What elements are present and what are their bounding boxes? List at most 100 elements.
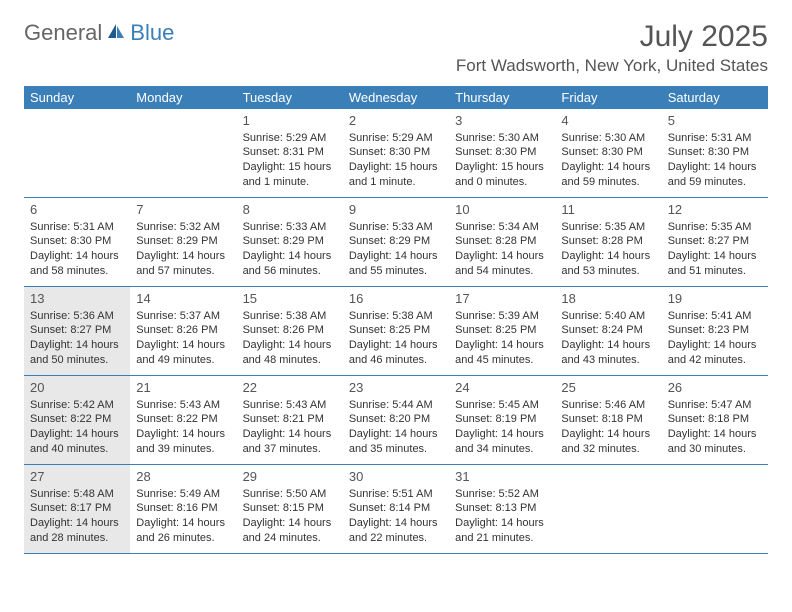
calendar-cell: 9Sunrise: 5:33 AMSunset: 8:29 PMDaylight… bbox=[343, 198, 449, 286]
daylight-text: Daylight: 14 hours and 22 minutes. bbox=[349, 516, 443, 546]
sunset-text: Sunset: 8:25 PM bbox=[455, 323, 549, 338]
day-number: 15 bbox=[243, 290, 337, 308]
sunset-text: Sunset: 8:21 PM bbox=[243, 412, 337, 427]
daylight-text: Daylight: 14 hours and 48 minutes. bbox=[243, 338, 337, 368]
calendar-cell: 20Sunrise: 5:42 AMSunset: 8:22 PMDayligh… bbox=[24, 376, 130, 464]
day-number: 13 bbox=[30, 290, 124, 308]
sunset-text: Sunset: 8:15 PM bbox=[243, 501, 337, 516]
logo-text-blue: Blue bbox=[130, 20, 174, 46]
day-number: 8 bbox=[243, 201, 337, 219]
daylight-text: Daylight: 14 hours and 24 minutes. bbox=[243, 516, 337, 546]
sunset-text: Sunset: 8:16 PM bbox=[136, 501, 230, 516]
calendar-cell: 3Sunrise: 5:30 AMSunset: 8:30 PMDaylight… bbox=[449, 109, 555, 197]
day-number: 29 bbox=[243, 468, 337, 486]
sunset-text: Sunset: 8:26 PM bbox=[136, 323, 230, 338]
daylight-text: Daylight: 15 hours and 0 minutes. bbox=[455, 160, 549, 190]
calendar-cell bbox=[24, 109, 130, 197]
calendar-cell bbox=[555, 465, 661, 553]
sunrise-text: Sunrise: 5:32 AM bbox=[136, 220, 230, 235]
sunset-text: Sunset: 8:18 PM bbox=[668, 412, 762, 427]
sunset-text: Sunset: 8:13 PM bbox=[455, 501, 549, 516]
calendar-cell: 17Sunrise: 5:39 AMSunset: 8:25 PMDayligh… bbox=[449, 287, 555, 375]
sunrise-text: Sunrise: 5:36 AM bbox=[30, 309, 124, 324]
sunrise-text: Sunrise: 5:31 AM bbox=[668, 131, 762, 146]
calendar-cell: 31Sunrise: 5:52 AMSunset: 8:13 PMDayligh… bbox=[449, 465, 555, 553]
sunrise-text: Sunrise: 5:50 AM bbox=[243, 487, 337, 502]
sunrise-text: Sunrise: 5:40 AM bbox=[561, 309, 655, 324]
day-number: 24 bbox=[455, 379, 549, 397]
sunrise-text: Sunrise: 5:47 AM bbox=[668, 398, 762, 413]
day-number: 28 bbox=[136, 468, 230, 486]
day-header: Monday bbox=[130, 86, 236, 109]
sunset-text: Sunset: 8:30 PM bbox=[455, 145, 549, 160]
daylight-text: Daylight: 14 hours and 57 minutes. bbox=[136, 249, 230, 279]
sunset-text: Sunset: 8:29 PM bbox=[349, 234, 443, 249]
day-headers-row: SundayMondayTuesdayWednesdayThursdayFrid… bbox=[24, 86, 768, 109]
sunset-text: Sunset: 8:26 PM bbox=[243, 323, 337, 338]
month-title: July 2025 bbox=[456, 20, 768, 54]
sunset-text: Sunset: 8:29 PM bbox=[243, 234, 337, 249]
sunset-text: Sunset: 8:28 PM bbox=[561, 234, 655, 249]
day-number: 22 bbox=[243, 379, 337, 397]
day-number: 30 bbox=[349, 468, 443, 486]
sunset-text: Sunset: 8:30 PM bbox=[561, 145, 655, 160]
sunset-text: Sunset: 8:25 PM bbox=[349, 323, 443, 338]
day-header: Friday bbox=[555, 86, 661, 109]
sunrise-text: Sunrise: 5:30 AM bbox=[561, 131, 655, 146]
daylight-text: Daylight: 14 hours and 45 minutes. bbox=[455, 338, 549, 368]
calendar-cell: 22Sunrise: 5:43 AMSunset: 8:21 PMDayligh… bbox=[237, 376, 343, 464]
day-number: 31 bbox=[455, 468, 549, 486]
daylight-text: Daylight: 14 hours and 26 minutes. bbox=[136, 516, 230, 546]
day-number: 2 bbox=[349, 112, 443, 130]
calendar-cell: 26Sunrise: 5:47 AMSunset: 8:18 PMDayligh… bbox=[662, 376, 768, 464]
daylight-text: Daylight: 14 hours and 40 minutes. bbox=[30, 427, 124, 457]
daylight-text: Daylight: 14 hours and 50 minutes. bbox=[30, 338, 124, 368]
sunrise-text: Sunrise: 5:48 AM bbox=[30, 487, 124, 502]
day-number: 18 bbox=[561, 290, 655, 308]
daylight-text: Daylight: 14 hours and 39 minutes. bbox=[136, 427, 230, 457]
calendar-cell: 19Sunrise: 5:41 AMSunset: 8:23 PMDayligh… bbox=[662, 287, 768, 375]
day-number: 6 bbox=[30, 201, 124, 219]
day-number: 5 bbox=[668, 112, 762, 130]
calendar-cell: 15Sunrise: 5:38 AMSunset: 8:26 PMDayligh… bbox=[237, 287, 343, 375]
sunrise-text: Sunrise: 5:52 AM bbox=[455, 487, 549, 502]
day-number: 9 bbox=[349, 201, 443, 219]
daylight-text: Daylight: 14 hours and 28 minutes. bbox=[30, 516, 124, 546]
calendar-cell: 14Sunrise: 5:37 AMSunset: 8:26 PMDayligh… bbox=[130, 287, 236, 375]
day-number: 23 bbox=[349, 379, 443, 397]
week-row: 27Sunrise: 5:48 AMSunset: 8:17 PMDayligh… bbox=[24, 465, 768, 554]
daylight-text: Daylight: 14 hours and 46 minutes. bbox=[349, 338, 443, 368]
calendar-cell: 8Sunrise: 5:33 AMSunset: 8:29 PMDaylight… bbox=[237, 198, 343, 286]
sunrise-text: Sunrise: 5:29 AM bbox=[243, 131, 337, 146]
day-number: 19 bbox=[668, 290, 762, 308]
daylight-text: Daylight: 14 hours and 59 minutes. bbox=[561, 160, 655, 190]
sunset-text: Sunset: 8:22 PM bbox=[30, 412, 124, 427]
day-number: 17 bbox=[455, 290, 549, 308]
calendar-cell: 1Sunrise: 5:29 AMSunset: 8:31 PMDaylight… bbox=[237, 109, 343, 197]
daylight-text: Daylight: 14 hours and 49 minutes. bbox=[136, 338, 230, 368]
calendar-cell: 4Sunrise: 5:30 AMSunset: 8:30 PMDaylight… bbox=[555, 109, 661, 197]
calendar-cell: 21Sunrise: 5:43 AMSunset: 8:22 PMDayligh… bbox=[130, 376, 236, 464]
sunset-text: Sunset: 8:18 PM bbox=[561, 412, 655, 427]
sunset-text: Sunset: 8:30 PM bbox=[30, 234, 124, 249]
logo: General Blue bbox=[24, 20, 174, 46]
calendar-cell bbox=[662, 465, 768, 553]
daylight-text: Daylight: 14 hours and 32 minutes. bbox=[561, 427, 655, 457]
sunset-text: Sunset: 8:19 PM bbox=[455, 412, 549, 427]
calendar-cell: 23Sunrise: 5:44 AMSunset: 8:20 PMDayligh… bbox=[343, 376, 449, 464]
daylight-text: Daylight: 14 hours and 35 minutes. bbox=[349, 427, 443, 457]
sunset-text: Sunset: 8:22 PM bbox=[136, 412, 230, 427]
sunset-text: Sunset: 8:17 PM bbox=[30, 501, 124, 516]
sunrise-text: Sunrise: 5:39 AM bbox=[455, 309, 549, 324]
sunrise-text: Sunrise: 5:46 AM bbox=[561, 398, 655, 413]
week-row: 1Sunrise: 5:29 AMSunset: 8:31 PMDaylight… bbox=[24, 109, 768, 198]
sunset-text: Sunset: 8:24 PM bbox=[561, 323, 655, 338]
week-row: 13Sunrise: 5:36 AMSunset: 8:27 PMDayligh… bbox=[24, 287, 768, 376]
calendar-cell: 6Sunrise: 5:31 AMSunset: 8:30 PMDaylight… bbox=[24, 198, 130, 286]
sunrise-text: Sunrise: 5:33 AM bbox=[243, 220, 337, 235]
daylight-text: Daylight: 14 hours and 42 minutes. bbox=[668, 338, 762, 368]
sunset-text: Sunset: 8:14 PM bbox=[349, 501, 443, 516]
day-number: 20 bbox=[30, 379, 124, 397]
calendar-cell: 18Sunrise: 5:40 AMSunset: 8:24 PMDayligh… bbox=[555, 287, 661, 375]
sunrise-text: Sunrise: 5:29 AM bbox=[349, 131, 443, 146]
